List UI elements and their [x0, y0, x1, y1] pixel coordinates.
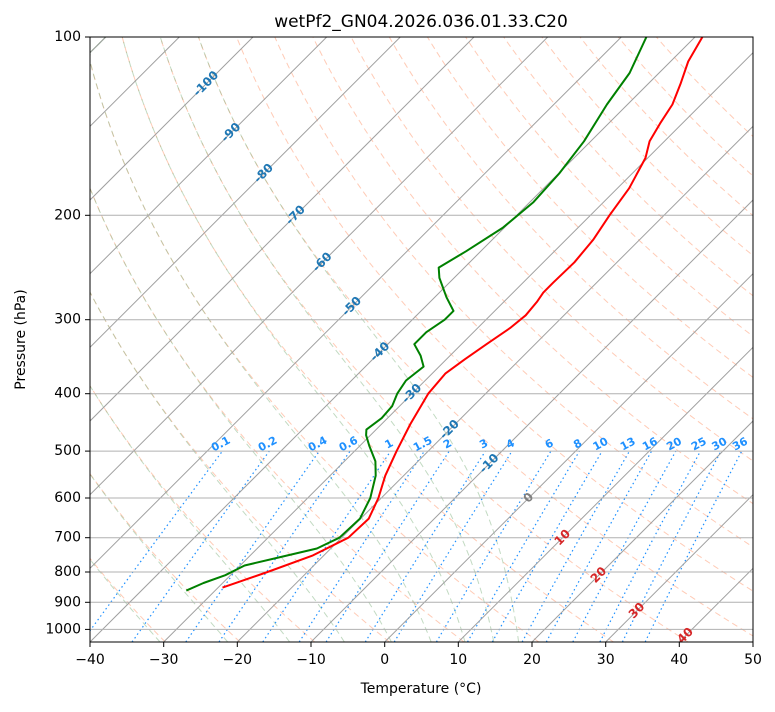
y-tick-label: 900: [54, 594, 81, 610]
isotherm-line: [90, 37, 254, 201]
temperature-profile-line: [222, 37, 704, 589]
mixing-ratio-label: 30: [710, 435, 730, 454]
dry-adiabat-line: [90, 384, 316, 642]
dry-adiabat-line: [503, 37, 753, 297]
mixing-ratio-label: 13: [618, 435, 638, 454]
dry-adiabat-line: [388, 37, 753, 420]
isotherm-line: [384, 272, 753, 642]
moist-adiabat-line: [121, 37, 466, 642]
x-tick-label: −40: [75, 652, 105, 668]
series-lines: [185, 37, 704, 592]
x-tick-label: −10: [296, 652, 326, 668]
y-tick-label: 600: [54, 490, 81, 506]
x-tick-label: 20: [523, 652, 541, 668]
dry-adiabat-line: [121, 37, 614, 642]
mixing-ratio-label: 10: [591, 435, 611, 454]
dry-adiabat-line: [236, 37, 753, 592]
mixing-ratio-line: [262, 450, 392, 642]
dry-adiabat-line: [426, 37, 753, 378]
y-tick-label: 700: [54, 530, 81, 546]
chart-title: wetPf2_GN04.2026.036.01.33.C20: [274, 12, 568, 32]
y-tick-label: 1000: [45, 621, 81, 637]
x-tick-label: −20: [223, 652, 253, 668]
dry-adiabat-line: [159, 37, 689, 642]
mixing-ratio-label: 20: [664, 435, 684, 454]
isotherm-line: [605, 493, 753, 642]
mixing-ratio-line: [599, 450, 702, 642]
y-tick-label: 300: [54, 312, 81, 328]
isotherm-line: [90, 37, 328, 275]
isotherm-line: [90, 37, 549, 496]
axes: −40 −30 −20 −10 0 10 20 30 40 50 1000 900 800 700 600 5…: [45, 29, 762, 668]
moist-adiabat-line: [90, 37, 392, 642]
isotherm-line: [163, 51, 753, 642]
mixing-ratio-line: [466, 450, 580, 642]
isotherm-line: [90, 37, 401, 349]
x-tick-label: 50: [744, 652, 762, 668]
y-tick-label: 100: [54, 29, 81, 45]
moist-adiabat-line: [90, 37, 432, 642]
mixing-ratio-line: [325, 450, 450, 642]
isotherm-line: [457, 346, 753, 642]
mixing-ratio-label: 16: [640, 435, 660, 454]
x-tick-label: −30: [149, 652, 179, 668]
dry-adiabat-line: [274, 37, 753, 548]
plot-frame: [89, 36, 754, 643]
dewpoint-profile-line: [185, 37, 648, 592]
x-tick-label: 30: [597, 652, 615, 668]
moist-adiabat-line: [90, 37, 229, 642]
x-axis-label: Temperature (°C): [360, 681, 482, 697]
isotherm-line: [236, 125, 753, 642]
background-lines: [90, 37, 753, 642]
dry-adiabat-line: [90, 59, 540, 642]
x-tick-label: 40: [670, 652, 688, 668]
isotherm-line: [90, 37, 622, 570]
y-tick-label: 200: [54, 207, 81, 223]
dry-adiabat-line: [617, 37, 753, 177]
mixing-ratio-line: [435, 450, 552, 642]
y-tick-label: 400: [54, 386, 81, 402]
dry-adiabat-line: [312, 37, 753, 505]
y-tick-label: 800: [54, 564, 81, 580]
y-axis-label: Pressure (hPa): [13, 289, 29, 389]
mixing-ratio-label: 25: [689, 435, 709, 454]
isotherm-line: [90, 37, 475, 422]
mixing-ratio-line: [364, 450, 486, 642]
isotherm-line: [90, 37, 696, 642]
y-tick-label: 500: [54, 443, 81, 459]
moist-adiabat-line: [159, 37, 495, 642]
x-tick-label: 10: [449, 652, 467, 668]
x-tick-label: 0: [380, 652, 389, 668]
dry-adiabat-line: [90, 291, 390, 642]
mixing-ratio-line: [298, 450, 425, 642]
isotherm-line: [310, 199, 753, 642]
isotherm-line: [531, 420, 753, 642]
grid-lines: [90, 37, 753, 642]
mixing-ratio-line: [572, 450, 677, 642]
mixing-ratio-label: 36: [730, 435, 750, 454]
mixing-ratio-line: [185, 450, 320, 642]
moist-adiabat-line: [90, 37, 291, 642]
mixing-ratio-line: [218, 450, 351, 642]
